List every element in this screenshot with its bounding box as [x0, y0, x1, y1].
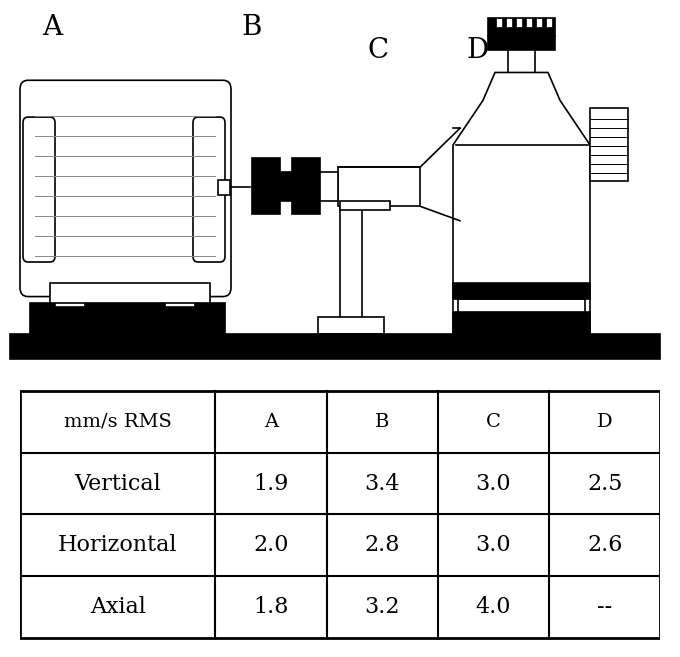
Bar: [488, 18, 555, 35]
Bar: [526, 18, 532, 27]
Text: 2.6: 2.6: [587, 534, 622, 556]
Bar: [165, 286, 195, 307]
Text: C: C: [486, 413, 501, 431]
Bar: [340, 200, 390, 210]
Text: 4.0: 4.0: [475, 596, 511, 618]
Bar: [320, 171, 338, 200]
Text: B: B: [375, 413, 390, 431]
Bar: [453, 283, 590, 299]
Text: D: D: [467, 37, 489, 64]
Text: --: --: [597, 596, 612, 618]
FancyBboxPatch shape: [23, 117, 55, 262]
Text: B: B: [242, 14, 262, 41]
Bar: [536, 18, 542, 27]
Bar: [218, 179, 230, 195]
Text: 3.0: 3.0: [475, 472, 511, 495]
Bar: [292, 158, 320, 214]
Bar: [340, 206, 362, 334]
Bar: [10, 334, 660, 359]
Text: 2.8: 2.8: [364, 534, 400, 556]
Bar: [546, 18, 552, 27]
Text: D: D: [597, 413, 613, 431]
Text: 3.0: 3.0: [475, 534, 511, 556]
Bar: [280, 171, 292, 200]
Text: 2.5: 2.5: [587, 472, 622, 495]
Bar: [458, 299, 585, 312]
Bar: [488, 35, 555, 50]
Bar: [590, 108, 628, 181]
Bar: [338, 168, 420, 206]
Text: A: A: [42, 14, 62, 41]
Bar: [55, 286, 85, 307]
FancyBboxPatch shape: [193, 117, 225, 262]
Bar: [318, 317, 384, 334]
Text: mm/s RMS: mm/s RMS: [64, 413, 172, 431]
Bar: [252, 158, 280, 214]
Bar: [506, 18, 512, 27]
Bar: [30, 304, 225, 334]
Text: A: A: [264, 413, 278, 431]
Text: Axial: Axial: [90, 596, 146, 618]
Text: C: C: [367, 37, 388, 64]
Bar: [453, 312, 590, 334]
FancyBboxPatch shape: [20, 80, 231, 296]
Polygon shape: [453, 72, 590, 334]
Text: 1.9: 1.9: [253, 472, 288, 495]
Bar: [516, 18, 522, 27]
Bar: [496, 18, 502, 27]
Text: 2.0: 2.0: [253, 534, 289, 556]
Text: Vertical: Vertical: [75, 472, 161, 495]
Bar: [50, 283, 210, 304]
Text: 3.2: 3.2: [364, 596, 400, 618]
Text: 1.8: 1.8: [253, 596, 289, 618]
Text: 3.4: 3.4: [364, 472, 400, 495]
Text: Horizontal: Horizontal: [58, 534, 177, 556]
